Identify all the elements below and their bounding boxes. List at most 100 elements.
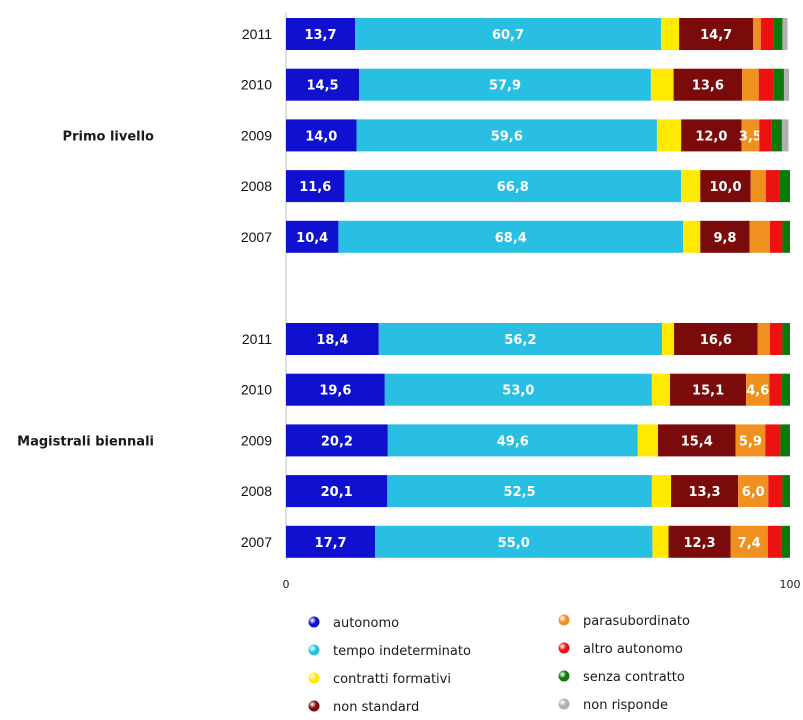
bar-segment-parasub xyxy=(730,525,768,558)
bar-segment-tempo xyxy=(384,373,652,406)
legend-swatch-nonrisp xyxy=(558,698,570,710)
bar-segment-altro xyxy=(767,525,782,558)
legend-entry: senza contratto xyxy=(583,670,685,685)
legend-entry: contratti formativi xyxy=(333,672,451,687)
bar-segment-senza xyxy=(782,220,790,253)
bar-segment-senza xyxy=(782,475,790,508)
bar-segment-tempo xyxy=(356,119,657,152)
data-label: 12,3 xyxy=(683,536,715,551)
year-label: 2007 xyxy=(241,229,272,245)
legend-swatch-tempo xyxy=(308,644,320,656)
data-label: 59,6 xyxy=(491,129,523,144)
legend-entry: non risponde xyxy=(583,698,668,713)
bar-segment-autonomo xyxy=(286,373,385,406)
year-label: 2010 xyxy=(241,77,272,93)
data-label: 15,4 xyxy=(681,434,713,449)
bar-segment-senza xyxy=(773,18,783,50)
bar-segment-nonstd xyxy=(700,170,751,203)
legend-swatch-senza xyxy=(558,670,570,682)
data-label: 14,0 xyxy=(305,129,337,144)
bar-segment-autonomo xyxy=(286,170,345,203)
data-label: 49,6 xyxy=(497,434,529,449)
data-label: 13,3 xyxy=(689,485,721,500)
data-label: 52,5 xyxy=(504,485,536,500)
bar-segment-nonrisp xyxy=(782,18,788,50)
bar-segment-senza xyxy=(779,170,790,203)
bar-segment-autonomo xyxy=(286,68,360,101)
legend-entry: parasubordinato xyxy=(583,614,690,629)
group-label: Magistrali biennali xyxy=(17,434,154,449)
legend-swatch-altro xyxy=(558,642,570,654)
data-label: 12,0 xyxy=(695,129,727,144)
data-label: 19,6 xyxy=(319,384,351,399)
bar-segment-formativi xyxy=(651,475,672,508)
bar-segment-altro xyxy=(759,119,772,152)
year-label: 2008 xyxy=(241,178,272,194)
bar-segment-altro xyxy=(769,323,783,355)
data-label: 13,7 xyxy=(304,28,336,43)
bar-segment-altro xyxy=(769,373,782,406)
bar-segment-nonstd xyxy=(700,220,750,253)
year-label: 2009 xyxy=(241,127,272,143)
data-label: 9,8 xyxy=(713,231,736,246)
bar-segment-altro xyxy=(760,18,774,50)
bar-segment-parasub xyxy=(749,220,770,253)
year-label: 2009 xyxy=(241,432,272,448)
bar-segment-tempo xyxy=(338,220,684,253)
data-label: 3,5 xyxy=(739,129,762,144)
year-label: 2011 xyxy=(242,26,272,42)
bar-segment-formativi xyxy=(651,373,671,406)
bar-segment-nonstd xyxy=(671,475,739,508)
bar-segment-altro xyxy=(758,68,774,101)
year-label: 2011 xyxy=(242,331,272,347)
data-label: 10,4 xyxy=(296,231,328,246)
bar-segment-senza xyxy=(780,424,790,457)
bar-segment-formativi xyxy=(660,18,680,50)
bar-segment-autonomo xyxy=(286,119,357,152)
bar-segment-autonomo xyxy=(286,323,379,355)
data-label: 68,4 xyxy=(495,231,527,246)
bar-segment-nonstd xyxy=(679,18,754,50)
data-label: 57,9 xyxy=(489,79,521,94)
bar-segment-autonomo xyxy=(286,475,388,508)
bar-segment-nonstd xyxy=(673,68,743,101)
bar-segment-nonstd xyxy=(681,119,742,152)
bar-segment-nonstd xyxy=(674,323,758,355)
bar-segment-nonrisp xyxy=(781,119,789,152)
bar-segment-parasub xyxy=(746,373,770,406)
bar-segment-parasub xyxy=(750,170,766,203)
bar-segment-formativi xyxy=(681,170,701,203)
data-label: 20,1 xyxy=(321,485,353,500)
year-label: 2010 xyxy=(241,382,272,398)
data-label: 17,7 xyxy=(315,536,347,551)
group-label: Primo livello xyxy=(63,129,155,144)
data-label: 7,4 xyxy=(738,536,761,551)
legend-swatch-parasub xyxy=(558,614,570,626)
year-label: 2007 xyxy=(241,534,272,550)
legend-swatch-autonomo xyxy=(308,616,320,628)
data-label: 6,0 xyxy=(742,485,765,500)
bar-segment-tempo xyxy=(378,323,662,355)
data-label: 15,1 xyxy=(692,384,724,399)
data-label: 4,6 xyxy=(746,384,769,399)
bar-segment-formativi xyxy=(683,220,701,253)
bar-segment-nonstd xyxy=(668,525,731,558)
legend-entry: tempo indeterminato xyxy=(333,644,471,659)
data-label: 11,6 xyxy=(299,180,331,195)
bar-segment-parasub xyxy=(753,18,761,50)
bar-segment-senza xyxy=(782,323,790,355)
legend-entry: autonomo xyxy=(333,616,399,631)
bar-segment-nonstd xyxy=(657,424,736,457)
bar-segment-parasub xyxy=(735,424,766,457)
bar-segment-formativi xyxy=(650,68,674,101)
bar-segment-tempo xyxy=(387,475,652,508)
bar-segment-parasub xyxy=(742,68,759,101)
bar-segment-senza xyxy=(773,68,784,101)
bar-segment-altro xyxy=(769,220,783,253)
legend-swatch-nonstd xyxy=(308,700,320,712)
bar-segment-senza xyxy=(781,373,790,406)
data-label: 18,4 xyxy=(316,333,348,348)
bar-segment-autonomo xyxy=(286,220,339,253)
bar-segment-nonstd xyxy=(670,373,747,406)
legend-swatch-formativi xyxy=(308,672,320,684)
